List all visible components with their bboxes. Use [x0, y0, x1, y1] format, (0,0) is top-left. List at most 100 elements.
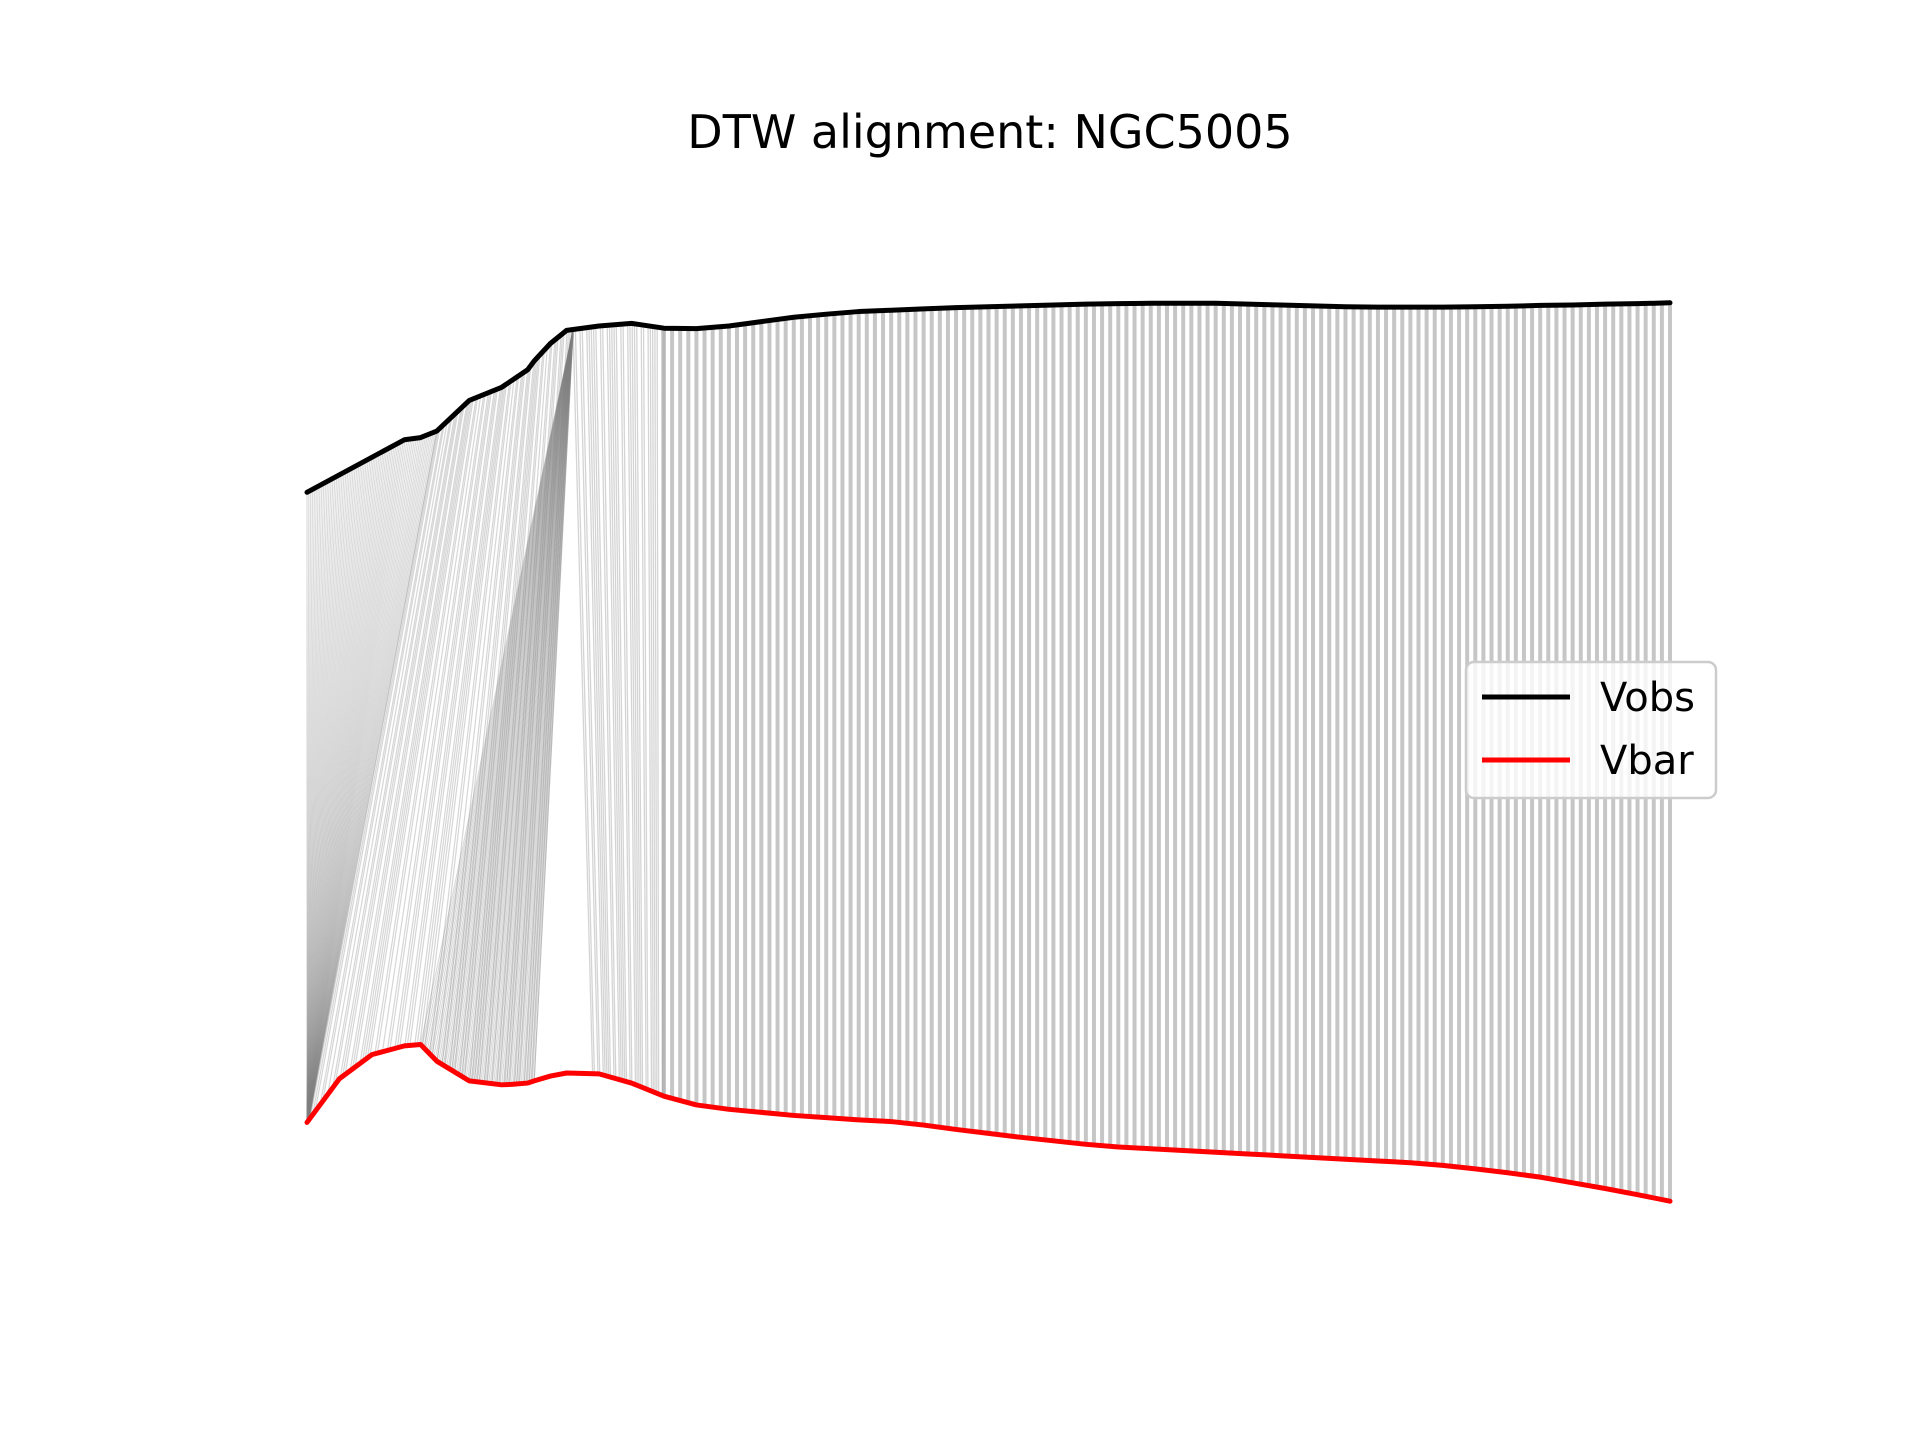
alignment-line — [307, 463, 362, 1122]
alignment-line — [494, 329, 574, 1085]
alignment-line — [476, 329, 574, 1082]
alignment-line — [480, 329, 574, 1083]
alignment-line — [497, 329, 574, 1085]
alignment-line — [307, 442, 401, 1121]
alignment-line — [433, 329, 574, 1058]
alignment-line — [467, 329, 574, 1080]
alignment-line — [518, 332, 565, 1084]
alignment-line — [481, 329, 574, 1083]
alignment-line — [512, 329, 574, 1085]
alignment-line — [656, 327, 660, 1095]
alignment-line — [306, 479, 332, 1122]
alignment-line — [366, 399, 473, 1058]
alignment-line — [499, 329, 574, 1085]
alignment-line — [308, 433, 432, 1121]
alignment-line — [454, 329, 574, 1073]
alignment-line — [308, 438, 416, 1121]
alignment-line — [461, 367, 530, 1077]
alignment-line — [307, 456, 375, 1122]
alignment-line — [308, 434, 429, 1121]
alignment-line — [334, 416, 453, 1085]
alignment-line — [376, 396, 479, 1054]
alignment-line — [586, 327, 604, 1076]
alignment-line — [629, 323, 638, 1086]
legend: Vobs Vbar — [1464, 660, 1718, 800]
alignment-line — [306, 473, 343, 1122]
alignment-line — [308, 438, 418, 1121]
alignment-line — [486, 349, 545, 1084]
alignment-line — [626, 323, 637, 1085]
alignment-line — [312, 429, 439, 1115]
alignment-line — [308, 435, 427, 1121]
alignment-line — [369, 398, 474, 1057]
alignment-line — [507, 329, 574, 1085]
series-lines — [304, 300, 1673, 1204]
alignment-line — [307, 460, 367, 1122]
alignment-line — [452, 329, 574, 1072]
alignment-line — [595, 326, 612, 1078]
alignment-line — [374, 397, 477, 1054]
alignment-line — [620, 324, 631, 1083]
alignment-line — [332, 418, 452, 1088]
alignment-line — [394, 392, 489, 1049]
alignment-line — [613, 324, 626, 1082]
alignment-line — [592, 326, 610, 1077]
alignment-line — [473, 329, 574, 1082]
alignment-line — [339, 413, 456, 1079]
alignment-line — [651, 326, 656, 1093]
alignment-line — [611, 324, 624, 1081]
alignment-line — [504, 329, 574, 1085]
alignment-line — [349, 408, 462, 1071]
alignment-line — [449, 329, 574, 1070]
alignment-line — [622, 324, 633, 1084]
alignment-line — [306, 487, 317, 1123]
alignment-line — [307, 452, 382, 1122]
alignment-line — [473, 358, 538, 1082]
alignment-line — [307, 465, 358, 1122]
alignment-line — [590, 327, 608, 1077]
alignment-line — [483, 351, 544, 1083]
legend-label-vbar: Vbar — [1600, 738, 1694, 784]
alignment-line — [523, 329, 574, 1084]
alignment-line — [386, 394, 485, 1051]
alignment-line — [489, 329, 574, 1084]
alignment-line — [508, 337, 559, 1085]
alignment-line — [308, 432, 434, 1120]
alignment-line — [640, 324, 647, 1089]
alignment-line — [531, 329, 574, 1082]
alignment-line — [446, 329, 574, 1068]
alignment-line — [307, 449, 388, 1121]
alignment-line — [458, 369, 529, 1076]
alignment-line — [491, 346, 548, 1084]
alignment-line — [389, 393, 486, 1050]
alignment-line — [306, 491, 310, 1123]
alignment-line — [475, 329, 574, 1082]
alignment-line — [361, 400, 470, 1062]
alignment-line — [631, 323, 640, 1087]
alignment-line — [307, 458, 371, 1122]
alignment-line — [404, 390, 495, 1046]
alignment-line — [307, 438, 414, 1121]
alignment-line — [468, 329, 574, 1081]
alignment-line — [439, 329, 574, 1064]
alignment-line — [447, 329, 574, 1069]
alignment-line — [309, 430, 438, 1119]
alignment-line — [525, 329, 574, 1084]
alignment-line — [307, 451, 384, 1121]
alignment-line — [307, 468, 353, 1122]
alignment-line — [307, 439, 410, 1121]
alignment-line — [306, 490, 312, 1123]
alignment-line — [522, 329, 574, 1084]
alignment-line — [307, 453, 380, 1122]
alignment-line — [528, 329, 574, 1083]
alignment-line — [463, 329, 574, 1078]
alignment-line — [486, 329, 574, 1084]
alignment-line — [341, 412, 458, 1077]
alignment-line — [519, 329, 574, 1084]
alignment-line — [307, 457, 373, 1122]
alignment-line — [471, 329, 574, 1082]
alignment-line — [308, 437, 419, 1121]
alignment-line — [423, 329, 574, 1048]
alignment-line — [307, 440, 405, 1121]
